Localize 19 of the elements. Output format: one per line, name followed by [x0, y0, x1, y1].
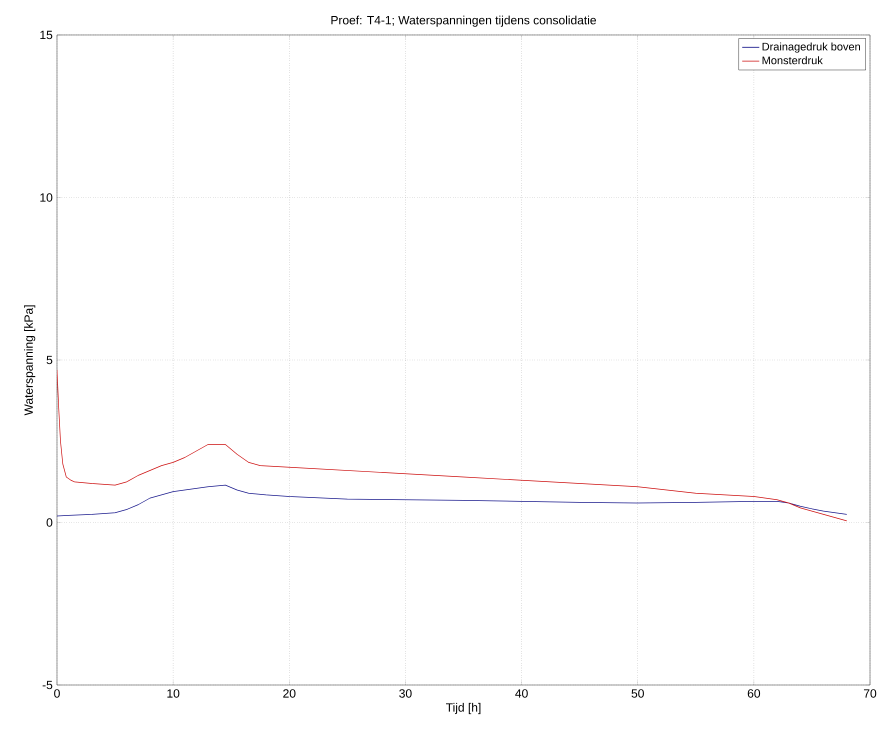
- legend-label: Drainagedruk boven: [762, 42, 860, 53]
- x-axis-title: Tijd [h]: [446, 702, 480, 714]
- chart-title: Proef: T4-1; Waterspanningen tijdens consolidatie: [331, 16, 596, 27]
- y-tick-label: 5: [46, 356, 52, 364]
- y-tick-label: 15: [40, 30, 52, 40]
- x-tick-label: 10: [167, 689, 180, 698]
- x-tick-label: 50: [632, 689, 644, 698]
- x-tick-label: 30: [399, 689, 412, 698]
- y-tick-label: 10: [40, 193, 52, 202]
- x-tick-label: 20: [283, 689, 296, 698]
- y-axis-title: Waterspanning [kPa]: [24, 305, 36, 416]
- y-tick-label: 0: [46, 518, 52, 527]
- x-tick-label: 40: [515, 689, 528, 698]
- legend-label: Monsterdruk: [762, 56, 823, 64]
- line-series: [57, 484, 848, 516]
- x-tick-label: 0: [54, 689, 60, 698]
- x-tick-label: 70: [864, 689, 876, 698]
- x-tick-label: 60: [748, 689, 760, 698]
- y-tick-label: -5: [42, 680, 52, 690]
